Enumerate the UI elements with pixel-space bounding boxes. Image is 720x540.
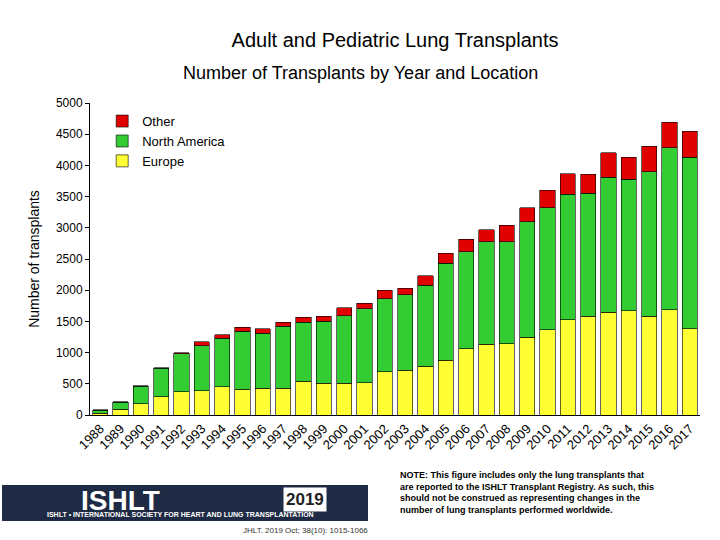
svg-text:2014: 2014	[604, 421, 635, 452]
svg-text:2000: 2000	[320, 421, 351, 452]
svg-text:4500: 4500	[56, 127, 83, 141]
svg-text:1998: 1998	[279, 421, 310, 452]
svg-text:2011: 2011	[544, 421, 574, 451]
svg-text:2019: 2019	[286, 490, 324, 509]
svg-text:Other: Other	[142, 114, 175, 129]
svg-text:4000: 4000	[56, 159, 83, 173]
svg-text:1997: 1997	[259, 421, 290, 452]
svg-text:2001: 2001	[340, 421, 371, 452]
svg-text:2006: 2006	[442, 421, 473, 452]
svg-text:2005: 2005	[421, 421, 452, 452]
svg-text:500: 500	[63, 377, 83, 391]
svg-text:1995: 1995	[218, 421, 249, 452]
svg-text:2002: 2002	[360, 421, 391, 452]
svg-text:2010: 2010	[523, 421, 554, 452]
svg-text:2009: 2009	[503, 421, 534, 452]
svg-text:5000: 5000	[56, 96, 83, 110]
svg-text:1990: 1990	[116, 421, 147, 452]
svg-text:1992: 1992	[157, 421, 188, 452]
svg-text:North America: North America	[142, 134, 225, 149]
svg-text:ISHLT • INTERNATIONAL SOCIETY: ISHLT • INTERNATIONAL SOCIETY FOR HEART …	[47, 511, 314, 518]
svg-text:2500: 2500	[56, 252, 83, 266]
svg-text:1500: 1500	[56, 315, 83, 329]
svg-text:2008: 2008	[482, 421, 513, 452]
svg-text:2013: 2013	[584, 421, 615, 452]
svg-text:NOTE: This figure includes onl: NOTE: This figure includes only the lung…	[400, 470, 654, 515]
svg-text:ISHLT: ISHLT	[81, 485, 160, 516]
svg-text:1996: 1996	[238, 421, 269, 452]
svg-text:2012: 2012	[564, 421, 595, 452]
svg-text:2007: 2007	[462, 421, 493, 452]
svg-text:Europe: Europe	[142, 154, 184, 169]
svg-text:3500: 3500	[56, 190, 83, 204]
svg-text:0: 0	[76, 408, 83, 422]
svg-text:2017: 2017	[665, 421, 696, 452]
svg-text:1994: 1994	[198, 421, 229, 452]
svg-text:1999: 1999	[299, 421, 330, 452]
svg-text:1991: 1991	[137, 421, 168, 452]
svg-text:2003: 2003	[381, 421, 412, 452]
svg-text:1988: 1988	[76, 421, 107, 452]
svg-text:3000: 3000	[56, 221, 83, 235]
svg-text:2004: 2004	[401, 421, 432, 452]
svg-text:1989: 1989	[96, 421, 127, 452]
svg-text:2000: 2000	[56, 283, 83, 297]
svg-text:JHLT. 2019 Oct; 38(10): 1015-1: JHLT. 2019 Oct; 38(10): 1015-1066	[243, 526, 368, 535]
svg-text:Number of Transplants by Year: Number of Transplants by Year and Locati…	[183, 63, 538, 83]
svg-text:2015: 2015	[625, 421, 656, 452]
svg-text:2016: 2016	[645, 421, 676, 452]
svg-text:Adult and Pediatric Lung Trans: Adult and Pediatric Lung Transplants	[232, 29, 559, 51]
svg-text:1000: 1000	[56, 346, 83, 360]
svg-text:1993: 1993	[177, 421, 208, 452]
svg-text:Number of transplants: Number of transplants	[26, 190, 42, 328]
